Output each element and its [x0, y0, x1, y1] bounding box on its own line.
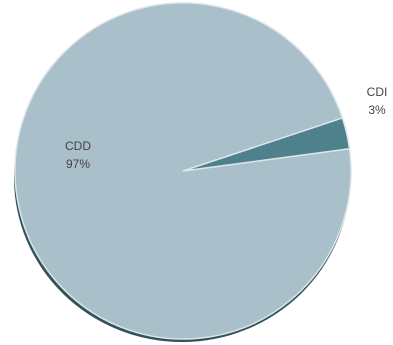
pie-slices [14, 2, 352, 340]
slice-label-cdi-pct: 3% [368, 103, 386, 117]
pie-labels: CDD 97% CDI 3% [65, 85, 387, 171]
pie-slice-cdi [182, 117, 351, 172]
slice-label-cdi-name: CDI [367, 85, 388, 99]
slice-label-cdd-name: CDD [65, 139, 91, 153]
slice-label-cdd-pct: 97% [66, 157, 90, 171]
